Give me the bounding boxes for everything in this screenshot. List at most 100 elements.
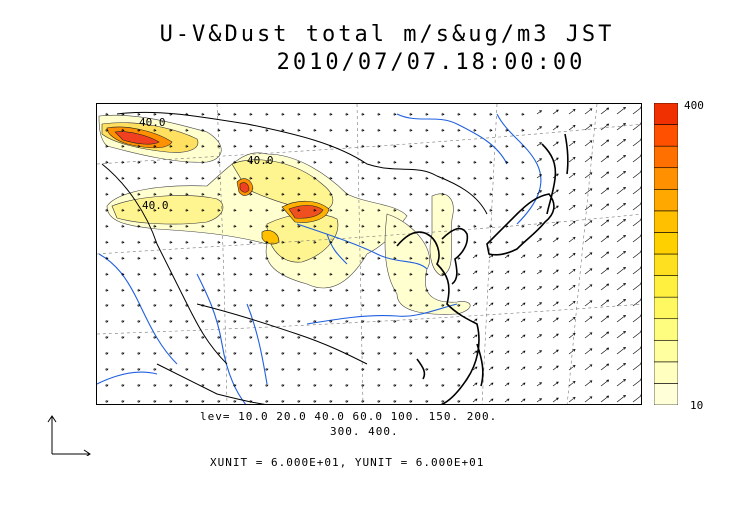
wind-arrow	[376, 160, 381, 164]
wind-arrow	[520, 160, 525, 164]
wind-arrow	[136, 176, 141, 180]
wind-arrow	[440, 240, 445, 244]
wind-arrow	[232, 192, 237, 196]
wind-arrow	[104, 368, 109, 371]
wind-arrow	[520, 286, 526, 291]
wind-arrow	[232, 352, 237, 355]
wind-arrow	[552, 365, 559, 371]
wind-arrow	[392, 272, 397, 276]
wind-arrow	[456, 208, 461, 212]
wind-arrow	[184, 256, 189, 260]
contour-label: 40.0	[142, 199, 169, 212]
wind-arrow	[488, 350, 494, 355]
wind-arrow	[232, 384, 237, 387]
wind-arrow	[248, 384, 253, 387]
wind-arrow	[168, 112, 173, 116]
wind-arrow	[360, 256, 365, 260]
wind-arrow	[232, 160, 237, 164]
wind-arrow	[488, 302, 494, 307]
wind-arrow	[472, 160, 477, 164]
wind-arrow	[344, 176, 349, 180]
wind-arrow	[120, 272, 125, 276]
wind-arrow	[536, 190, 542, 195]
wind-arrow	[344, 352, 349, 355]
wind-arrow	[296, 288, 301, 292]
wind-arrow	[152, 304, 157, 307]
wind-arrow	[456, 288, 461, 292]
wind-arrow	[104, 352, 109, 355]
wind-arrow	[504, 334, 510, 339]
wind-arrow	[152, 384, 157, 387]
wind-arrow	[600, 139, 610, 147]
wind-arrow	[280, 176, 285, 180]
colorbar-swatch	[653, 253, 679, 276]
wind-arrow	[408, 144, 413, 148]
wind-arrow	[488, 192, 493, 196]
wind-arrow	[424, 256, 429, 260]
wind-arrow	[184, 336, 189, 339]
reference-vector-icon	[47, 415, 91, 456]
wind-arrow	[104, 320, 109, 323]
wind-arrow	[136, 128, 141, 132]
wind-arrow	[616, 315, 626, 323]
wind-arrow	[152, 368, 157, 371]
wind-arrow	[520, 302, 526, 307]
wind-arrow	[296, 384, 301, 387]
wind-arrow	[120, 144, 125, 148]
map-timestamp: 2010/07/07.18:00:00	[276, 50, 586, 75]
wind-arrow	[328, 352, 333, 355]
wind-arrow	[120, 192, 125, 196]
wind-arrow	[376, 352, 381, 355]
wind-arrow	[552, 109, 559, 115]
wind-arrow	[504, 382, 510, 387]
wind-arrow	[200, 208, 205, 212]
wind-arrow	[184, 224, 189, 228]
wind-arrow	[632, 202, 641, 211]
wind-arrow	[328, 320, 333, 323]
wind-arrow	[168, 144, 173, 148]
wind-arrow	[344, 240, 349, 244]
wind-arrow	[456, 336, 461, 339]
wind-arrow	[120, 128, 125, 132]
wind-arrow	[136, 256, 141, 260]
wind-arrow	[200, 176, 205, 180]
wind-arrow	[632, 250, 641, 259]
dust-plumes	[98, 114, 471, 315]
wind-arrow	[264, 304, 269, 307]
wind-arrow	[552, 397, 559, 403]
wind-arrow	[584, 204, 593, 211]
wind-arrow	[328, 192, 333, 196]
wind-arrow	[152, 112, 157, 116]
wind-arrow	[616, 363, 626, 371]
wind-arrow	[392, 384, 397, 387]
wind-arrow	[408, 368, 413, 371]
wind-arrow	[632, 266, 641, 275]
wind-arrow	[328, 144, 333, 148]
wind-arrow	[136, 112, 141, 116]
wind-arrow	[472, 270, 478, 275]
wind-arrow	[328, 272, 333, 276]
wind-arrow	[632, 106, 641, 115]
wind-arrow	[504, 366, 510, 371]
wind-arrow	[216, 144, 221, 148]
wind-arrow	[440, 112, 445, 116]
wind-arrow	[312, 208, 317, 212]
wind-arrow	[344, 400, 349, 403]
wind-arrow	[552, 221, 559, 227]
wind-arrow	[456, 400, 461, 403]
wind-arrow	[344, 368, 349, 371]
wind-arrow	[152, 320, 157, 323]
wind-arrow	[136, 224, 141, 228]
wind-arrow	[168, 304, 173, 307]
wind-arrow	[584, 156, 593, 163]
wind-arrow	[600, 299, 610, 307]
colorbar-swatches	[653, 102, 679, 406]
wind-arrow	[632, 394, 641, 403]
wind-arrow	[456, 224, 461, 228]
wind-arrow	[520, 398, 526, 403]
wind-arrow	[536, 110, 542, 115]
wind-arrow	[440, 320, 445, 323]
wind-arrow	[520, 270, 526, 275]
wind-arrow	[568, 172, 576, 179]
wind-arrow	[376, 208, 381, 212]
